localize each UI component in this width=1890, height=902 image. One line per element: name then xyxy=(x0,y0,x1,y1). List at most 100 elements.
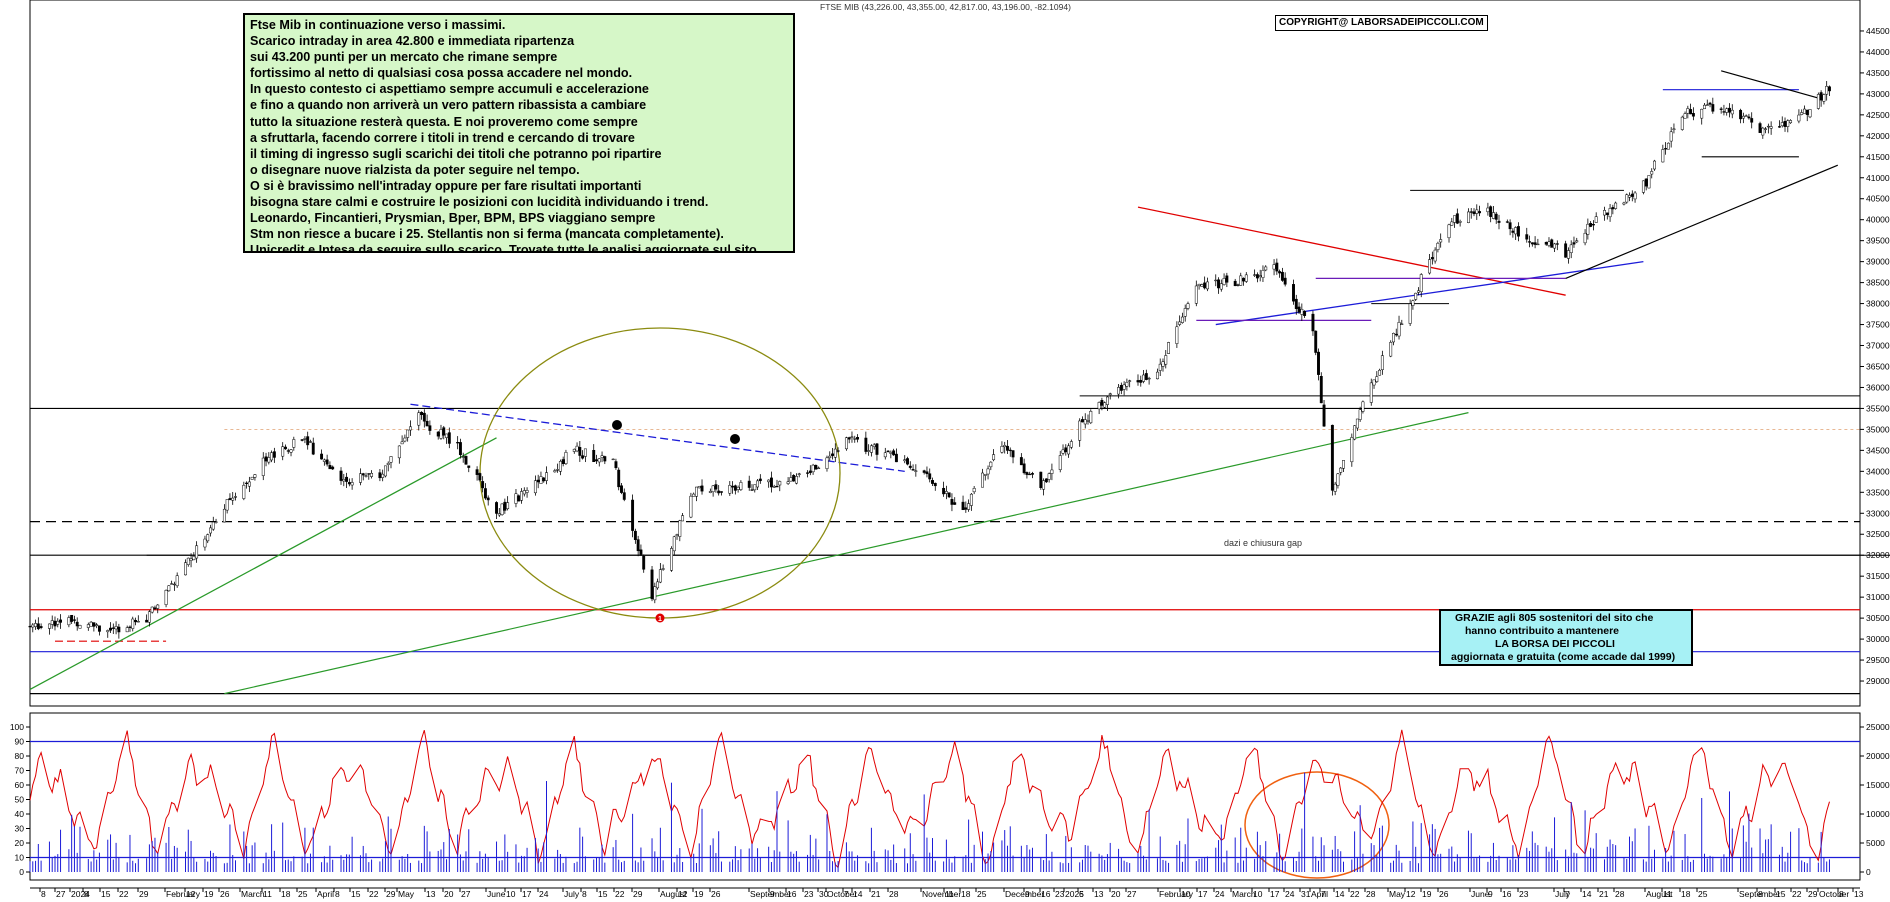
candle-body xyxy=(692,493,696,497)
candle-body xyxy=(517,495,521,502)
x-tick-label: 13 xyxy=(1854,889,1864,899)
candle-body xyxy=(1719,108,1723,110)
candle-body xyxy=(1319,376,1323,404)
candle-body xyxy=(1125,382,1129,387)
candle-body xyxy=(925,471,929,475)
candle-body xyxy=(1430,257,1434,260)
candle-body xyxy=(1691,113,1695,117)
candle-body xyxy=(1142,374,1146,382)
candle-body xyxy=(1769,126,1773,129)
candle-body xyxy=(1355,418,1359,429)
candle-body xyxy=(572,448,576,452)
x-tick-label: 23 xyxy=(1519,889,1529,899)
candle-body xyxy=(286,450,290,452)
candle-body xyxy=(250,476,254,480)
candle-body xyxy=(600,455,604,458)
candle-body xyxy=(1497,220,1501,223)
candle-body xyxy=(953,502,957,505)
candle-body xyxy=(70,614,74,622)
candle-body xyxy=(1564,243,1568,258)
candle-body xyxy=(325,459,329,465)
candle-body xyxy=(1183,308,1187,317)
candle-body xyxy=(736,486,740,490)
x-tick-label: April xyxy=(1311,889,1328,899)
price-tick-label: 43000 xyxy=(1866,89,1890,99)
candle-body xyxy=(1255,274,1259,279)
candle-body xyxy=(558,461,562,472)
x-tick-label: 15 xyxy=(101,889,111,899)
candle-body xyxy=(206,534,210,542)
candle-body xyxy=(894,453,898,463)
candle-body xyxy=(753,484,757,491)
candle-body xyxy=(31,624,35,628)
x-tick-label: February xyxy=(166,889,201,899)
candle-body xyxy=(1061,449,1065,454)
blue-uptrend xyxy=(1215,260,1644,326)
candle-body xyxy=(1283,277,1287,285)
candle-body xyxy=(397,445,401,459)
candle-body xyxy=(247,481,251,487)
candle-body xyxy=(836,450,840,452)
x-tick-label: 27 xyxy=(56,889,66,899)
price-tick-label: 29500 xyxy=(1866,655,1890,665)
x-tick-label: 22 xyxy=(615,889,625,899)
black-uptrend xyxy=(1565,164,1839,279)
candle-body xyxy=(75,621,79,627)
candle-body xyxy=(947,492,951,498)
candle-body xyxy=(1236,284,1240,286)
x-tick-label: 17 xyxy=(1198,889,1208,899)
candle-body xyxy=(364,475,368,477)
x-tick-label: 12 xyxy=(186,889,196,899)
candle-body xyxy=(408,426,412,431)
commentary-line: Unicredit e Intesa da seguire sullo scar… xyxy=(250,243,761,253)
candle-body xyxy=(1666,142,1670,150)
red-downtrend xyxy=(1137,206,1566,296)
osc-tick-label: 80 xyxy=(15,751,25,761)
price-tick-label: 39500 xyxy=(1866,236,1890,246)
candle-body xyxy=(989,461,993,468)
candle-body xyxy=(106,630,110,633)
candle-body xyxy=(500,503,504,515)
candle-body xyxy=(406,429,410,438)
candle-body xyxy=(1047,473,1051,480)
commentary-line: a sfruttarla, facendo correre i titoli i… xyxy=(250,130,635,145)
x-tick-label: 2024 xyxy=(71,889,90,899)
candle-body xyxy=(67,617,71,626)
x-tick-label: 28 xyxy=(889,889,899,899)
candle-body xyxy=(347,482,351,485)
x-tick-label: March xyxy=(241,889,265,899)
candle-body xyxy=(1317,351,1320,375)
candle-body xyxy=(1200,284,1204,287)
candle-body xyxy=(1433,249,1437,262)
candle-body xyxy=(114,626,118,630)
price-tick-label: 34000 xyxy=(1866,466,1890,476)
x-tick-label: 9 xyxy=(1488,889,1493,899)
candle-body xyxy=(1525,234,1529,240)
candle-body xyxy=(1050,469,1054,474)
candle-body xyxy=(1361,401,1365,412)
candle-body xyxy=(1594,216,1598,223)
candle-body xyxy=(1467,211,1470,223)
candle-body xyxy=(1380,355,1384,370)
candle-body xyxy=(653,586,657,601)
x-tick-label: 31 xyxy=(1301,889,1311,899)
candle-body xyxy=(1180,316,1184,323)
candle-body xyxy=(617,469,621,488)
candle-body xyxy=(209,527,212,534)
candle-body xyxy=(797,473,801,475)
price-tick-label: 44500 xyxy=(1866,26,1890,36)
candle-body xyxy=(167,585,171,592)
candle-body xyxy=(464,455,468,465)
candle-body xyxy=(345,476,349,482)
candle-body xyxy=(1217,279,1220,289)
candle-body xyxy=(1186,303,1190,309)
candle-body xyxy=(322,459,326,462)
candle-body xyxy=(1272,264,1276,270)
x-tick-label: 22 xyxy=(369,889,379,899)
candle-body xyxy=(611,458,615,461)
x-tick-label: 8 xyxy=(84,889,89,899)
price-tick-label: 41000 xyxy=(1866,173,1890,183)
candle-body xyxy=(342,479,346,482)
x-tick-label: September xyxy=(750,889,792,899)
candle-body xyxy=(697,486,701,489)
